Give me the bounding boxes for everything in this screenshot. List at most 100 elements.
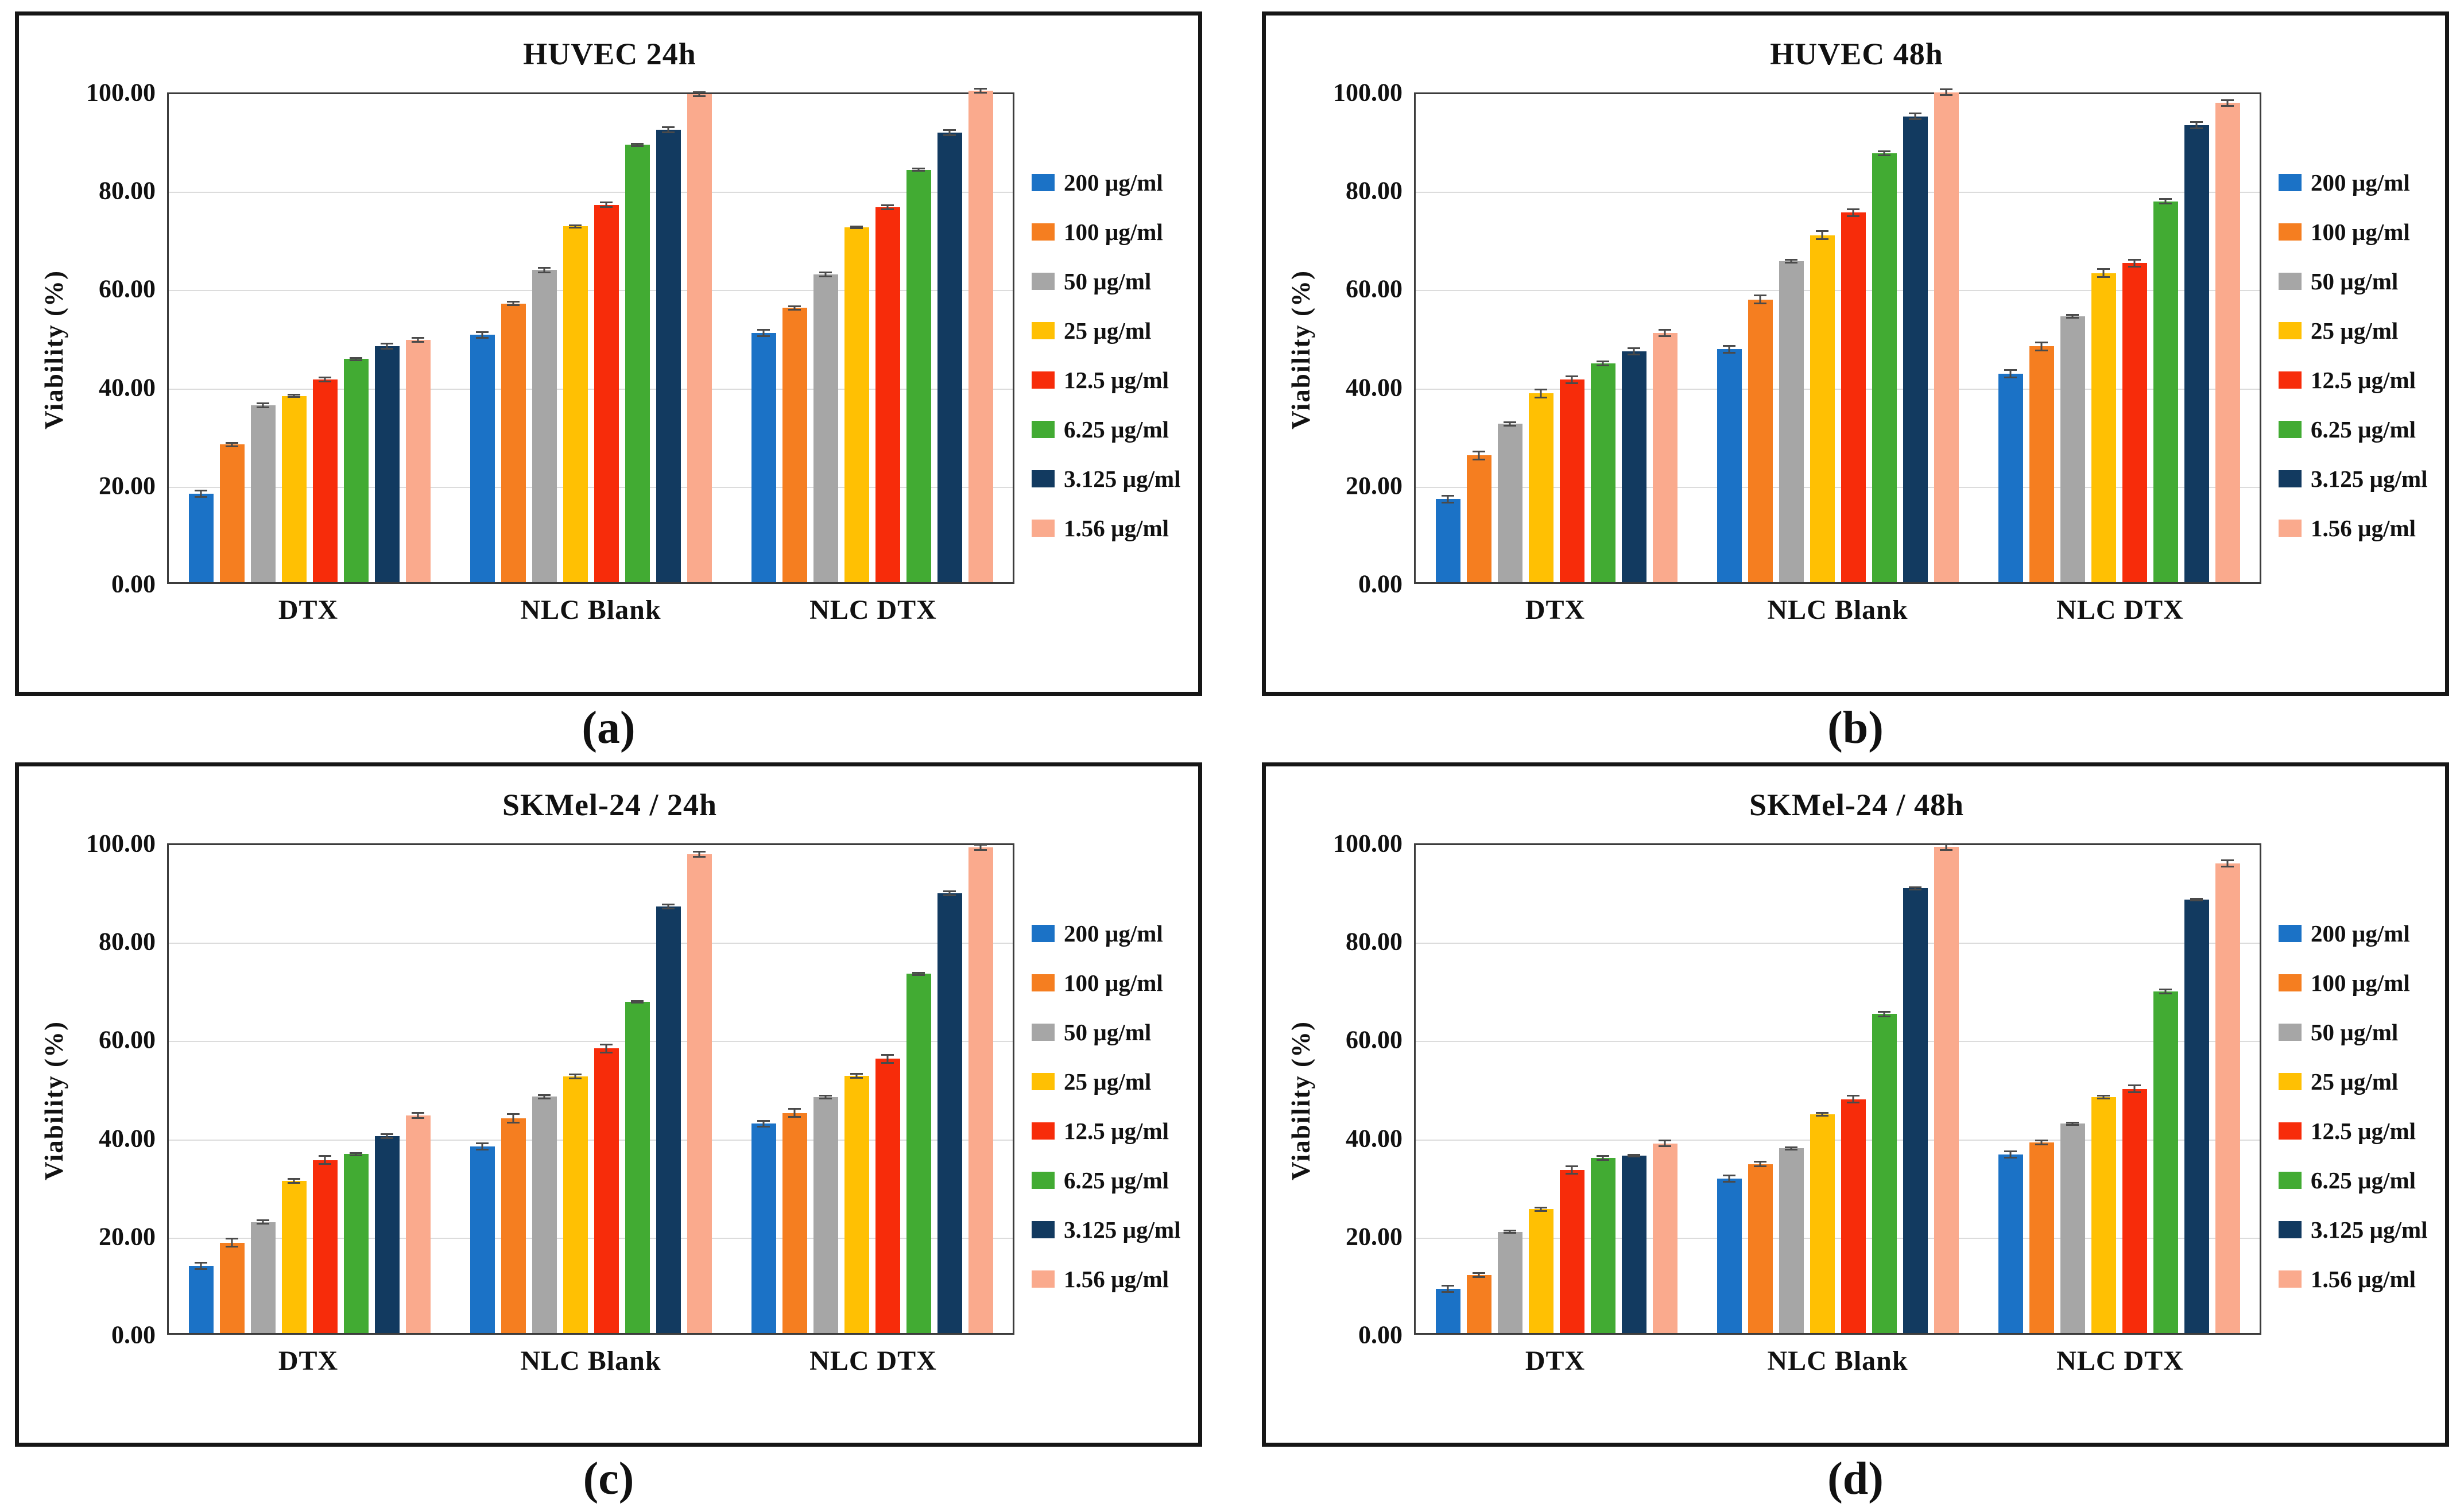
y-tick-label: 60.00 — [99, 1025, 156, 1054]
bar — [1934, 843, 1959, 1333]
error-bar — [1473, 1272, 1485, 1278]
x-axis-labels: DTX NLC Blank NLC DTX — [1414, 584, 2261, 636]
bar — [937, 129, 962, 582]
bar-group-nlc-blank — [450, 91, 731, 582]
bar — [844, 225, 869, 582]
legend-swatch — [1032, 1221, 1055, 1238]
legend-label: 6.25 µg/ml — [2311, 416, 2416, 443]
error-bar — [381, 343, 393, 350]
bar-group-nlc-dtx — [731, 844, 1013, 1333]
bar — [1466, 1272, 1491, 1333]
y-axis-title: Viability (%) — [1287, 1020, 1316, 1181]
bar — [1435, 1285, 1460, 1333]
legend-label: 50 µg/ml — [1064, 1019, 1152, 1045]
chart-title: SKMel-24 / 48h — [1749, 788, 1964, 822]
bar — [1872, 150, 1897, 582]
bar — [751, 1119, 776, 1333]
legend-label: 200 µg/ml — [2311, 169, 2410, 196]
bar — [656, 903, 681, 1333]
legend-item: 1.56 µg/ml — [2279, 514, 2435, 542]
figure-panel-c: SKMel-24 / 24h Viability (%) 0.00 20.00 40… — [15, 762, 1202, 1511]
error-bar — [2221, 99, 2234, 107]
bar — [2184, 121, 2209, 582]
x-axis-label: NLC DTX — [809, 1345, 937, 1376]
error-bar — [943, 890, 956, 897]
error-bar — [319, 1155, 331, 1165]
legend-item: 100 µg/ml — [2279, 218, 2435, 246]
y-tick-label: 0.00 — [1358, 569, 1403, 598]
y-axis-title: Viability (%) — [40, 1020, 69, 1181]
bar — [188, 1261, 214, 1333]
x-axis-label: NLC DTX — [2056, 594, 2184, 625]
error-bar — [1878, 1011, 1890, 1017]
error-bar — [1816, 230, 1828, 241]
panel-caption: (d) — [1827, 1453, 1884, 1504]
error-bar — [476, 1142, 489, 1150]
legend-label: 12.5 µg/ml — [2311, 1118, 2416, 1144]
legend-item: 50 µg/ml — [2279, 1018, 2435, 1046]
error-bar — [1659, 1139, 1671, 1148]
legend-swatch — [1032, 974, 1055, 991]
y-tick-label: 100.00 — [86, 829, 156, 858]
legend-item: 25 µg/ml — [1032, 317, 1188, 344]
bar — [1810, 230, 1835, 582]
legend-swatch — [2279, 1270, 2302, 1288]
bar — [2091, 268, 2116, 582]
error-bar — [850, 225, 863, 230]
bar — [1779, 1146, 1804, 1333]
legend-item: 3.125 µg/ml — [2279, 1216, 2435, 1243]
legend-item: 50 µg/ml — [2279, 268, 2435, 295]
bar — [281, 394, 307, 582]
error-bar — [1940, 843, 1952, 851]
bar — [687, 851, 712, 1333]
bar — [405, 336, 431, 582]
error-bar — [881, 1053, 894, 1064]
error-bar — [1566, 1165, 1578, 1175]
legend-label: 3.125 µg/ml — [1064, 1216, 1181, 1243]
error-bar — [1628, 1153, 1640, 1158]
y-tick-label: 100.00 — [86, 78, 156, 107]
bar — [1590, 360, 1615, 582]
error-bar — [974, 87, 987, 94]
bar — [1810, 1111, 1835, 1333]
legend-swatch — [1032, 520, 1055, 537]
x-axis-label: NLC Blank — [520, 594, 661, 625]
legend-swatch — [2279, 925, 2302, 942]
gridline — [169, 1139, 1013, 1141]
legend-swatch — [2279, 174, 2302, 191]
error-bar — [1785, 1146, 1797, 1150]
error-bar — [1816, 1111, 1828, 1117]
error-bar — [569, 224, 582, 228]
y-tick-label: 20.00 — [99, 471, 156, 500]
legend-item: 3.125 µg/ml — [1032, 1216, 1188, 1243]
bar — [1903, 112, 1928, 582]
error-bar — [1535, 388, 1547, 398]
bar — [501, 301, 526, 582]
legend-swatch — [1032, 273, 1055, 290]
error-bar — [1535, 1207, 1547, 1212]
x-axis-labels: DTX NLC Blank NLC DTX — [167, 584, 1014, 636]
bar — [813, 1094, 838, 1333]
error-bar — [412, 1111, 424, 1119]
bar — [687, 91, 712, 582]
bar — [625, 999, 650, 1333]
error-bar — [1940, 88, 1952, 96]
error-bar — [788, 305, 801, 311]
legend-label: 200 µg/ml — [1064, 920, 1163, 947]
legend-swatch — [2279, 1024, 2302, 1041]
figure-panel-b: HUVEC 48h Viability (%) 0.00 20.00 40.00 60… — [1262, 11, 2449, 760]
bar — [405, 1111, 431, 1333]
error-bar — [600, 1043, 613, 1053]
legend-label: 3.125 µg/ml — [2311, 1216, 2428, 1243]
error-bar — [693, 91, 706, 98]
y-tick-label: 40.00 — [99, 373, 156, 402]
bar-groups — [169, 844, 1013, 1333]
bar — [1652, 329, 1677, 582]
legend: 200 µg/ml 100 µg/ml 50 µg/ml 25 µg/ml 12.5 µ… — [1014, 92, 1188, 618]
bar — [343, 1152, 369, 1333]
error-bar — [600, 202, 613, 208]
gridline — [169, 1237, 1013, 1239]
chart-title: SKMel-24 / 24h — [502, 788, 717, 822]
error-bar — [1504, 421, 1516, 427]
bar — [470, 1142, 495, 1333]
